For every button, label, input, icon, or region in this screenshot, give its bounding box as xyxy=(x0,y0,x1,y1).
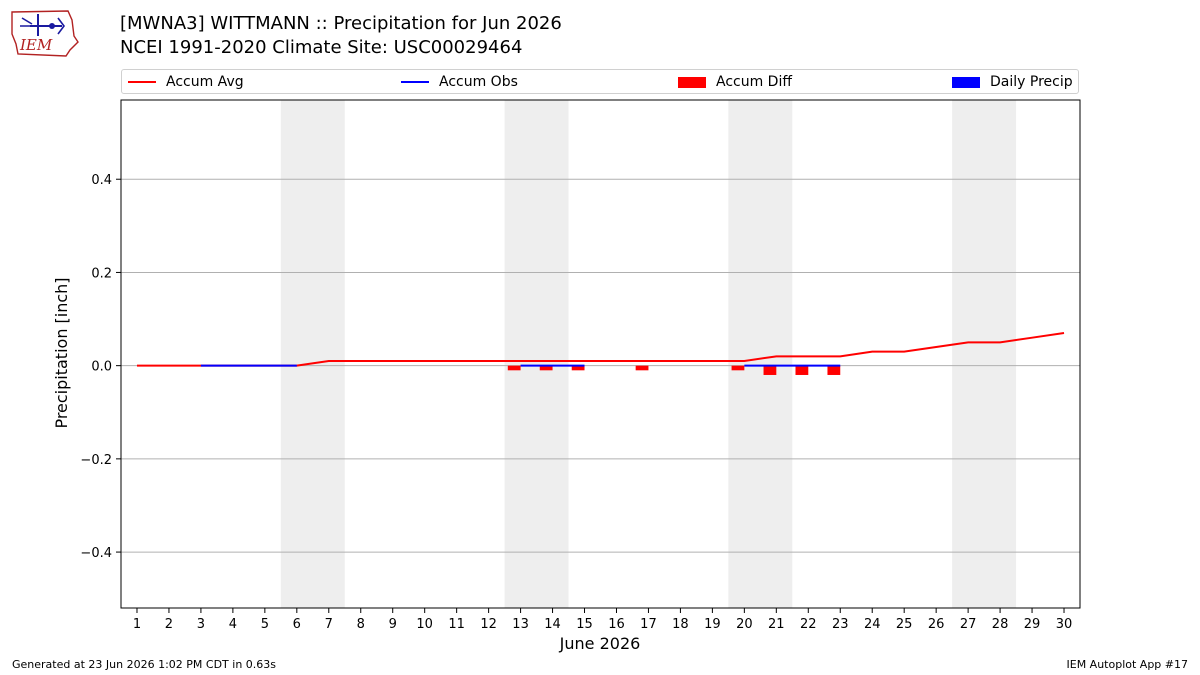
x-tick-label: 11 xyxy=(448,617,465,632)
accum-diff-bar xyxy=(571,365,585,371)
legend-label: Daily Precip xyxy=(990,74,1073,90)
x-tick-label: 3 xyxy=(197,617,205,632)
logo-text: IEM xyxy=(19,36,53,54)
iem-logo: IEM xyxy=(11,10,79,57)
x-tick-label: 22 xyxy=(800,617,817,632)
legend-label: Accum Avg xyxy=(166,74,244,90)
x-tick-label: 16 xyxy=(608,617,625,632)
accum-diff-bar xyxy=(635,365,649,371)
y-tick-label: −0.2 xyxy=(80,453,112,468)
x-tick-label: 7 xyxy=(325,617,333,632)
x-tick-label: 14 xyxy=(544,617,561,632)
accum-diff-bar xyxy=(795,365,809,375)
x-tick-label: 23 xyxy=(832,617,849,632)
legend-swatch xyxy=(952,76,980,88)
x-tick-label: 25 xyxy=(896,617,913,632)
accum-avg-line xyxy=(136,332,1065,367)
x-tick-label: 9 xyxy=(389,617,397,632)
weekend-band xyxy=(280,100,345,608)
plot-frame xyxy=(120,99,1081,609)
accum-diff-bar xyxy=(731,365,745,371)
x-tick-label: 15 xyxy=(576,617,593,632)
x-tick-label: 12 xyxy=(480,617,497,632)
x-tick-label: 6 xyxy=(293,617,301,632)
accum-diff-bar xyxy=(763,365,777,375)
legend-item-accum-avg: Accum Avg xyxy=(128,73,244,91)
x-tick-label: 27 xyxy=(960,617,977,632)
x-tick-label: 29 xyxy=(1024,617,1041,632)
chart-title: [MWNA3] WITTMANN :: Precipitation for Ju… xyxy=(120,13,562,34)
weekend-band xyxy=(728,100,793,608)
legend-label: Accum Diff xyxy=(716,74,793,90)
x-tick-label: 10 xyxy=(416,617,433,632)
x-tick-label: 20 xyxy=(736,617,753,632)
x-tick-label: 28 xyxy=(992,617,1009,632)
x-tick-label: 5 xyxy=(261,617,269,632)
legend-item-accum-diff: Accum Diff xyxy=(678,73,792,91)
generated-timestamp: Generated at 23 Jun 2026 1:02 PM CDT in … xyxy=(12,658,277,671)
x-tick-label: 26 xyxy=(928,617,945,632)
y-tick-label: 0.4 xyxy=(91,173,112,188)
y-tick-label: 0.2 xyxy=(91,266,112,281)
legend-swatch xyxy=(401,81,429,83)
x-tick-label: 2 xyxy=(165,617,173,632)
legend-swatch xyxy=(128,81,156,83)
accum-diff-bar xyxy=(539,365,553,371)
x-tick-label: 24 xyxy=(864,617,881,632)
y-tick-label: −0.4 xyxy=(80,546,112,561)
legend-label: Accum Obs xyxy=(439,74,518,90)
x-axis-label: June 2026 xyxy=(559,634,641,653)
x-tick-label: 21 xyxy=(768,617,785,632)
chart-subtitle: NCEI 1991-2020 Climate Site: USC00029464 xyxy=(120,37,523,58)
legend-item-accum-obs: Accum Obs xyxy=(401,73,518,91)
app-credit: IEM Autoplot App #17 xyxy=(1066,658,1189,671)
x-tick-label: 8 xyxy=(357,617,365,632)
x-tick-label: 4 xyxy=(229,617,237,632)
legend: Accum Avg Accum Obs Accum Diff Daily Pre… xyxy=(121,69,1079,94)
x-tick-label: 30 xyxy=(1056,617,1073,632)
accum-diff-bar xyxy=(507,365,521,371)
x-tick-label: 1 xyxy=(133,617,141,632)
legend-swatch xyxy=(678,76,706,88)
legend-item-daily-precip: Daily Precip xyxy=(952,73,1073,91)
x-tick-label: 13 xyxy=(512,617,529,632)
weekend-band xyxy=(952,100,1017,608)
accum-diff-bar xyxy=(827,365,841,375)
y-tick-label: 0.0 xyxy=(91,360,112,375)
x-tick-label: 18 xyxy=(672,617,689,632)
weekend-band xyxy=(504,100,569,608)
x-tick-label: 19 xyxy=(704,617,721,632)
y-axis-label: Precipitation [inch] xyxy=(52,277,71,428)
x-tick-label: 17 xyxy=(640,617,657,632)
